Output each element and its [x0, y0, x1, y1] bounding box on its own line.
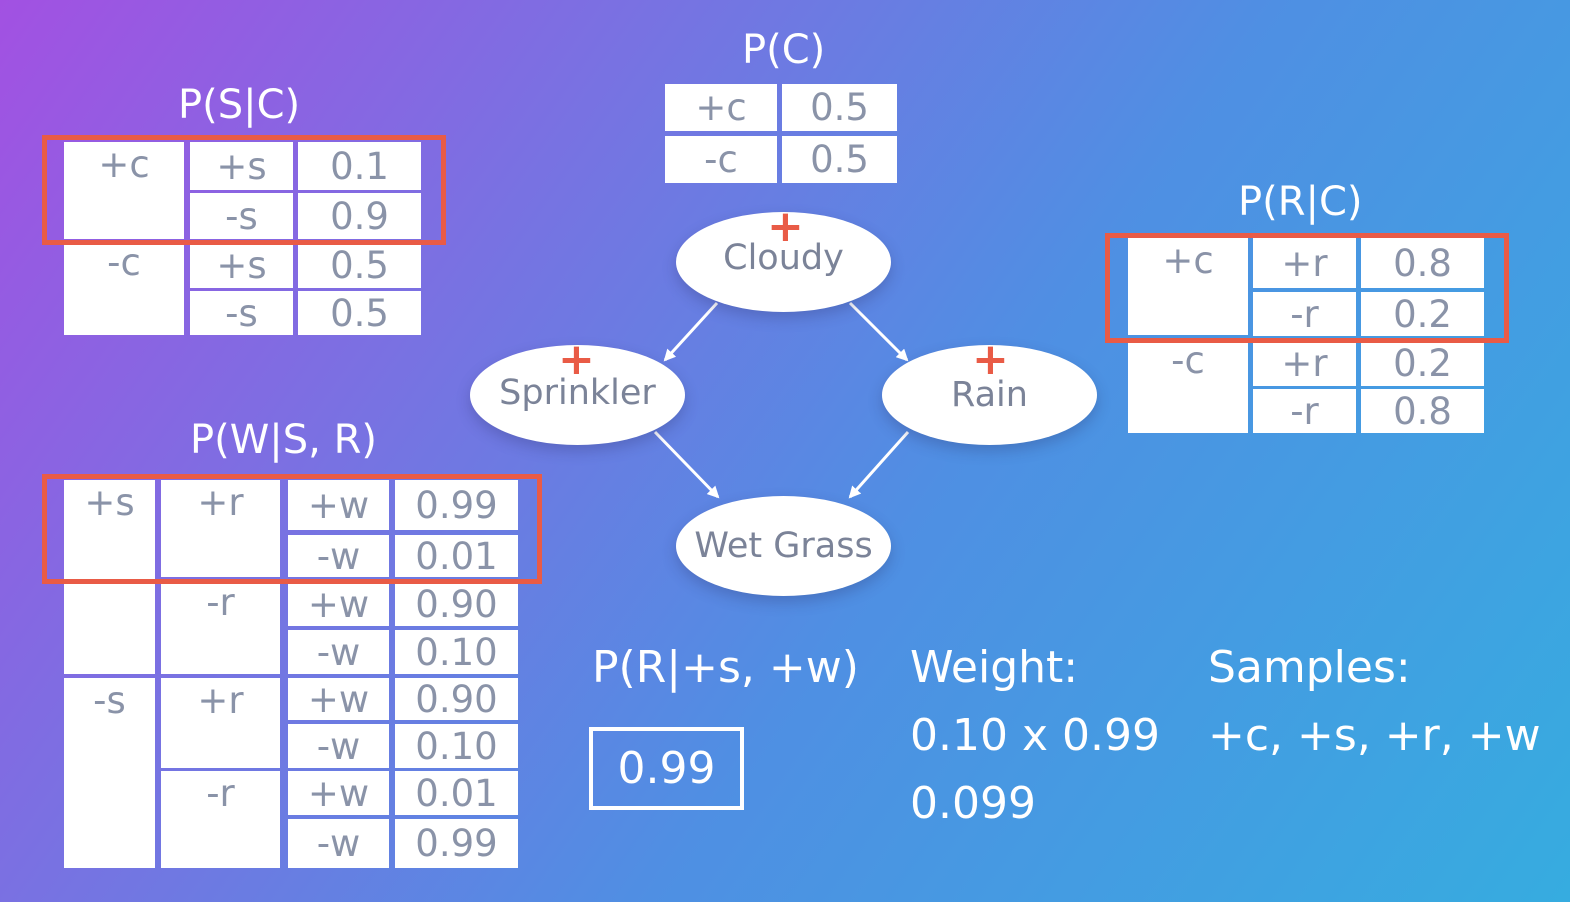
- sprinkler-plus-mark: +: [558, 334, 595, 385]
- pwsr-p-cell: 0.01: [395, 771, 518, 815]
- node-sprinkler: Sprinkler: [470, 345, 685, 445]
- pwsr-p-cell: 0.10: [395, 630, 518, 674]
- answer-value: 0.99: [617, 743, 716, 794]
- prc-p-cell: 0.2: [1361, 292, 1484, 336]
- edge-rain-wetgrass: [848, 431, 910, 499]
- edge-cloudy-sprinkler: [663, 301, 719, 362]
- cloudy-plus-mark: +: [767, 201, 804, 252]
- pwsr-p-cell: 0.01: [395, 535, 518, 577]
- psc-s-cell: +s: [190, 142, 293, 190]
- pwsr-title: P(W|S, R): [190, 417, 377, 463]
- pwsr-s-cell: -s: [64, 678, 155, 868]
- psc-p-cell: 0.5: [298, 291, 421, 335]
- prc-p-cell: 0.8: [1361, 238, 1484, 288]
- weight-value: 0.099: [910, 778, 1036, 829]
- pwsr-p-cell: 0.10: [395, 724, 518, 768]
- prc-r-cell: +r: [1253, 340, 1356, 386]
- pwsr-p-cell: 0.99: [395, 480, 518, 530]
- pwsr-r-cell: -r: [161, 771, 280, 868]
- psc-c-cell: +c: [64, 142, 184, 239]
- node-wet-grass: Wet Grass: [676, 496, 891, 596]
- psc-highlight: [42, 135, 446, 245]
- weight-label: Weight:: [910, 642, 1079, 693]
- psc-p-cell: 0.5: [298, 242, 421, 288]
- node-wet-grass-label: Wet Grass: [694, 526, 873, 566]
- pwsr-s-cell: +s: [64, 480, 155, 674]
- pc-cell: +c: [665, 84, 777, 131]
- psc-s-cell: -s: [190, 291, 293, 335]
- node-cloudy-label: Cloudy: [723, 238, 844, 278]
- samples-label: Samples:: [1208, 642, 1411, 693]
- prc-p-cell: 0.2: [1361, 340, 1484, 386]
- pc-title: P(C): [742, 27, 826, 73]
- weight-expression: 0.10 x 0.99: [910, 710, 1160, 761]
- answer-box[interactable]: 0.99: [589, 727, 744, 810]
- rain-plus-mark: +: [972, 334, 1009, 385]
- pwsr-w-cell: +w: [288, 480, 389, 530]
- pc-cell: 0.5: [782, 84, 897, 131]
- pwsr-r-cell: +r: [161, 678, 280, 768]
- pwsr-r-cell: +r: [161, 480, 280, 577]
- prc-c-cell: -c: [1128, 338, 1248, 433]
- prc-highlight: [1105, 233, 1509, 343]
- pwsr-w-cell: -w: [288, 535, 389, 577]
- pwsr-r-cell: -r: [161, 580, 280, 674]
- psc-c-cell: -c: [64, 240, 184, 335]
- pwsr-p-cell: 0.90: [395, 678, 518, 720]
- psc-s-cell: -s: [190, 193, 293, 239]
- edge-cloudy-rain: [848, 301, 909, 362]
- prc-title: P(R|C): [1238, 179, 1363, 225]
- psc-s-cell: +s: [190, 242, 293, 288]
- pwsr-w-cell: -w: [288, 630, 389, 674]
- psc-p-cell: 0.9: [298, 193, 421, 239]
- edge-sprinkler-wetgrass: [653, 430, 720, 499]
- psc-p-cell: 0.1: [298, 142, 421, 190]
- pwsr-p-cell: 0.90: [395, 582, 518, 626]
- pwsr-highlight: [42, 474, 542, 584]
- samples-value: +c, +s, +r, +w: [1208, 710, 1541, 761]
- prc-r-cell: +r: [1253, 238, 1356, 288]
- node-rain-label: Rain: [951, 375, 1028, 415]
- pwsr-w-cell: +w: [288, 678, 389, 720]
- pwsr-w-cell: +w: [288, 582, 389, 626]
- psc-title: P(S|C): [178, 82, 301, 128]
- prc-r-cell: -r: [1253, 389, 1356, 433]
- pc-cell: 0.5: [782, 136, 897, 183]
- pwsr-p-cell: 0.99: [395, 819, 518, 868]
- prc-r-cell: -r: [1253, 292, 1356, 336]
- pwsr-w-cell: -w: [288, 724, 389, 768]
- prc-c-cell: +c: [1128, 238, 1248, 335]
- node-cloudy: Cloudy: [676, 212, 891, 312]
- pwsr-w-cell: -w: [288, 819, 389, 868]
- prc-p-cell: 0.8: [1361, 389, 1484, 433]
- node-rain: Rain: [882, 345, 1097, 445]
- pc-cell: -c: [665, 136, 777, 183]
- pwsr-w-cell: +w: [288, 771, 389, 815]
- query-label: P(R|+s, +w): [592, 642, 859, 693]
- node-sprinkler-label: Sprinkler: [499, 373, 656, 413]
